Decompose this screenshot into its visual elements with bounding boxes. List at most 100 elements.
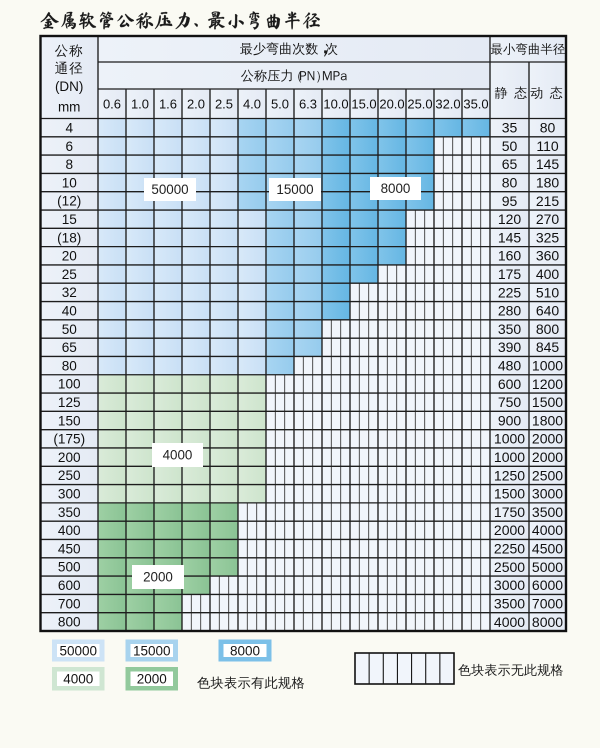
- svg-text:6000: 6000: [532, 577, 563, 593]
- svg-text:100: 100: [58, 377, 81, 392]
- svg-text:65: 65: [502, 156, 518, 172]
- svg-text:4: 4: [65, 120, 73, 135]
- svg-text:15000: 15000: [133, 643, 171, 658]
- svg-text:5000: 5000: [532, 559, 563, 575]
- svg-text:4500: 4500: [532, 541, 563, 557]
- svg-text:125: 125: [58, 395, 81, 410]
- svg-text:20.0: 20.0: [379, 96, 404, 111]
- svg-text:15: 15: [62, 212, 77, 227]
- svg-text:300: 300: [58, 487, 81, 502]
- svg-text:1000: 1000: [494, 449, 525, 465]
- svg-text:8000: 8000: [230, 643, 260, 658]
- svg-text:1800: 1800: [532, 412, 563, 428]
- svg-text:250: 250: [58, 468, 81, 483]
- svg-text:215: 215: [536, 193, 560, 209]
- svg-text:4000: 4000: [63, 672, 93, 687]
- svg-text:6.3: 6.3: [299, 96, 317, 111]
- svg-text:750: 750: [498, 394, 522, 410]
- svg-text:2000: 2000: [532, 449, 563, 465]
- svg-text:450: 450: [58, 541, 81, 556]
- svg-text:4000: 4000: [532, 522, 563, 538]
- svg-text:325: 325: [536, 229, 560, 245]
- svg-text:110: 110: [536, 138, 559, 154]
- svg-text:800: 800: [536, 321, 560, 337]
- svg-text:1250: 1250: [494, 467, 525, 483]
- svg-text:80: 80: [502, 174, 518, 190]
- svg-text:700: 700: [58, 596, 81, 611]
- svg-text:2250: 2250: [494, 541, 525, 557]
- svg-text:80: 80: [540, 120, 556, 136]
- svg-text:270: 270: [536, 211, 560, 227]
- svg-text:845: 845: [536, 339, 560, 355]
- svg-text:50000: 50000: [151, 182, 188, 197]
- svg-text:8000: 8000: [532, 614, 563, 630]
- svg-text:2500: 2500: [494, 559, 525, 575]
- svg-text:1000: 1000: [532, 358, 563, 374]
- svg-text:2000: 2000: [532, 431, 563, 447]
- svg-text:600: 600: [58, 578, 81, 593]
- svg-text:32: 32: [62, 285, 77, 300]
- svg-text:50: 50: [62, 322, 78, 337]
- svg-text:25.0: 25.0: [407, 96, 432, 111]
- svg-text:120: 120: [498, 211, 522, 227]
- svg-text:160: 160: [498, 248, 522, 264]
- svg-text:4000: 4000: [163, 448, 193, 463]
- svg-text:7000: 7000: [532, 595, 563, 611]
- svg-text:480: 480: [498, 358, 522, 374]
- svg-text:200: 200: [58, 450, 81, 465]
- svg-text:145: 145: [498, 229, 522, 245]
- svg-text:15.0: 15.0: [351, 96, 376, 111]
- svg-text:500: 500: [58, 560, 81, 575]
- svg-text:1000: 1000: [494, 431, 525, 447]
- svg-text:1.6: 1.6: [159, 96, 177, 111]
- svg-text:(18): (18): [57, 230, 81, 245]
- svg-text:225: 225: [498, 284, 522, 300]
- svg-text:360: 360: [536, 248, 560, 264]
- svg-text:400: 400: [536, 266, 560, 282]
- svg-text:1500: 1500: [494, 486, 525, 502]
- svg-text:2000: 2000: [137, 672, 167, 687]
- svg-text:20: 20: [62, 249, 78, 264]
- svg-text:3500: 3500: [494, 595, 525, 611]
- svg-text:35: 35: [502, 120, 518, 136]
- svg-text:3000: 3000: [532, 486, 563, 502]
- svg-text:mm: mm: [58, 100, 81, 115]
- svg-text:150: 150: [58, 413, 81, 428]
- svg-text:6: 6: [65, 139, 73, 154]
- svg-text:390: 390: [498, 339, 522, 355]
- svg-text:1200: 1200: [532, 376, 563, 392]
- svg-text:280: 280: [498, 303, 522, 319]
- svg-text:2000: 2000: [143, 570, 173, 585]
- svg-text:600: 600: [498, 376, 522, 392]
- svg-text:3000: 3000: [494, 577, 525, 593]
- svg-text:50000: 50000: [59, 643, 97, 658]
- svg-text:2500: 2500: [532, 467, 563, 483]
- svg-text:2.0: 2.0: [187, 96, 205, 111]
- svg-text:2.5: 2.5: [215, 96, 233, 111]
- svg-text:35.0: 35.0: [463, 96, 488, 111]
- svg-text:(12): (12): [57, 194, 81, 209]
- svg-text:50: 50: [502, 138, 518, 154]
- svg-text:510: 510: [536, 284, 560, 300]
- svg-text:800: 800: [58, 615, 81, 630]
- svg-text:8: 8: [65, 157, 73, 172]
- svg-text:350: 350: [58, 505, 81, 520]
- svg-text:25: 25: [62, 267, 77, 282]
- svg-text:8000: 8000: [381, 181, 411, 196]
- svg-text:80: 80: [62, 358, 78, 373]
- svg-text:10: 10: [62, 175, 78, 190]
- svg-text:32.0: 32.0: [435, 96, 460, 111]
- svg-text:900: 900: [498, 412, 522, 428]
- svg-text:1500: 1500: [532, 394, 563, 410]
- svg-text:10.0: 10.0: [323, 96, 348, 111]
- svg-text:4.0: 4.0: [243, 96, 261, 111]
- svg-text:40: 40: [62, 303, 78, 318]
- svg-text:4000: 4000: [494, 614, 525, 630]
- svg-text:180: 180: [536, 174, 560, 190]
- svg-text:2000: 2000: [494, 522, 525, 538]
- svg-text:15000: 15000: [276, 182, 313, 197]
- svg-text:0.6: 0.6: [103, 96, 121, 111]
- svg-text:3500: 3500: [532, 504, 563, 520]
- svg-text:400: 400: [58, 523, 81, 538]
- svg-text:95: 95: [502, 193, 518, 209]
